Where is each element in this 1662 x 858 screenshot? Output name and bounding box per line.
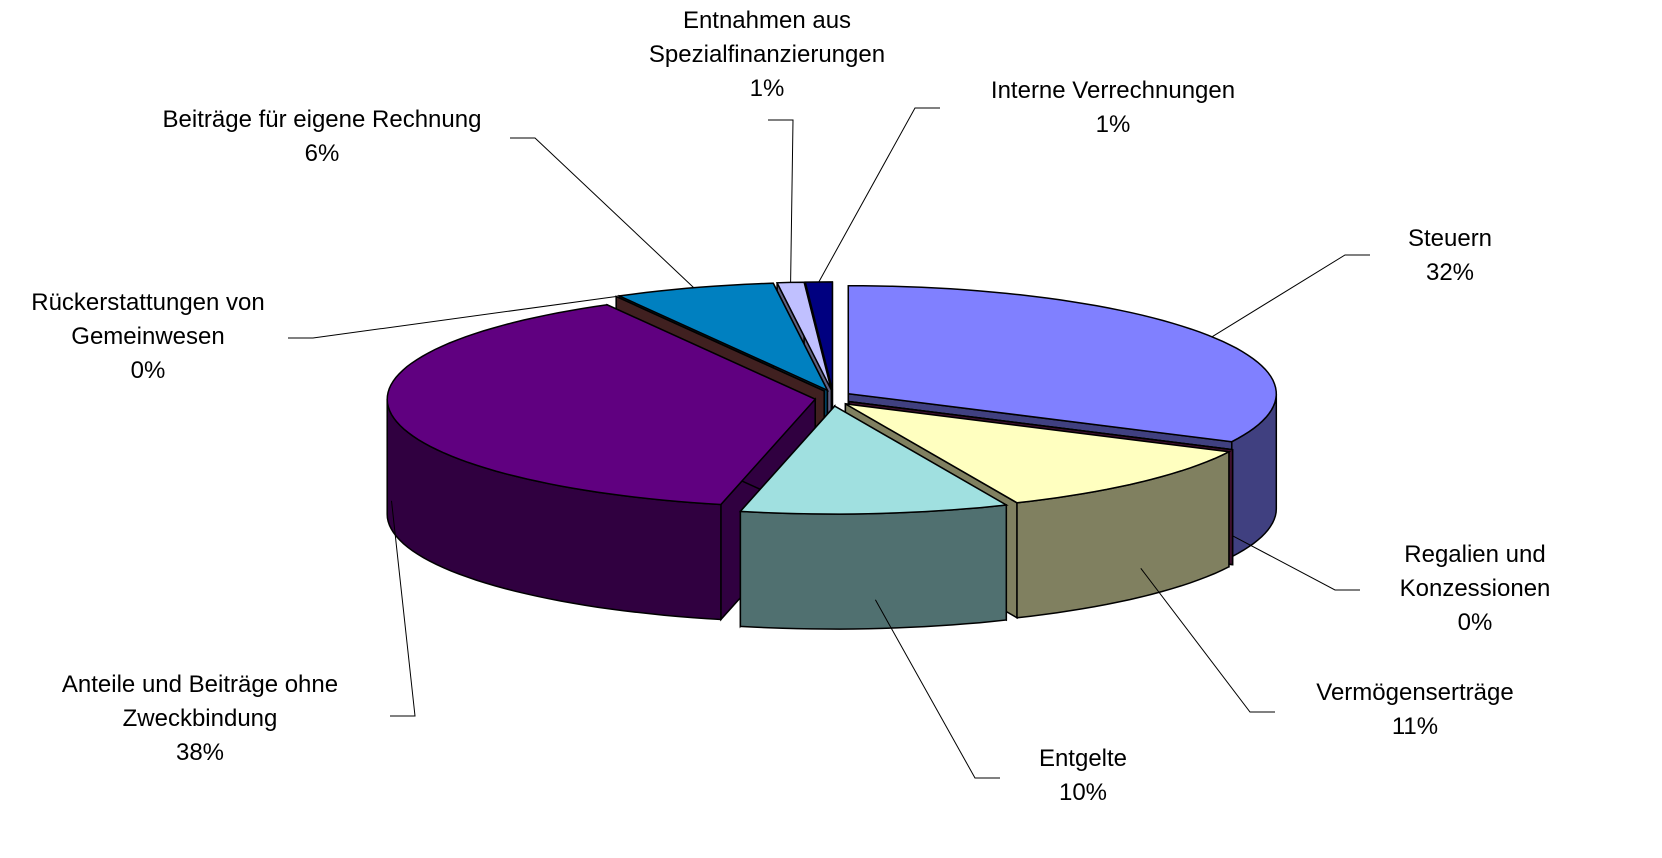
slice — [738, 404, 1009, 630]
leader-line — [1211, 254, 1370, 338]
leader-line — [818, 107, 940, 283]
label-value: 10% — [1058, 779, 1108, 806]
label-value: 6% — [304, 140, 340, 167]
label-name: Beiträge für eigene Rechnung — [162, 106, 482, 133]
slice-label: Entnahmen aus Spezialfinanzierungen 1% — [617, 4, 917, 106]
label-name: Entgelte — [1038, 745, 1128, 772]
slice-side — [739, 504, 1008, 630]
leader-line — [390, 500, 416, 717]
label-value: 0% — [1457, 609, 1493, 636]
label-name: Interne Verrechnungen — [990, 77, 1236, 104]
leader-line — [288, 296, 617, 339]
slice-label: Anteile und Beiträge ohne Zweckbindung 38… — [20, 668, 380, 770]
slice-top — [849, 400, 1233, 451]
slice-top — [616, 282, 830, 392]
label-name: Entnahmen aus Spezialfinanzierungen — [648, 7, 886, 68]
slice-top — [738, 405, 1009, 515]
slice-label: Regalien und Konzessionen 0% — [1375, 538, 1575, 640]
slice-top — [386, 304, 817, 506]
slice-label: Steuern 32% — [1350, 222, 1550, 290]
slice-label: Interne Verrechnungen 1% — [953, 74, 1273, 142]
slice-label: Rückerstattungen von Gemeinwesen 0% — [3, 286, 293, 388]
label-value: 0% — [130, 357, 166, 384]
slice-label: Vermögenserträge 11% — [1275, 676, 1555, 744]
label-value: 1% — [1095, 111, 1131, 138]
label-value: 1% — [749, 75, 785, 102]
leader-line — [510, 137, 695, 289]
label-value: 32% — [1425, 259, 1475, 286]
label-name: Steuern — [1407, 225, 1493, 252]
slice-top — [845, 403, 1232, 504]
leader-line — [1140, 567, 1275, 713]
label-name: Rückerstattungen von Gemeinwesen — [31, 289, 265, 350]
label-name: Anteile und Beiträge ohne Zweckbindung — [61, 671, 339, 732]
slice-top — [847, 284, 1278, 443]
leader-line — [1232, 535, 1360, 591]
leader-line — [874, 599, 1000, 779]
label-value: 11% — [1391, 713, 1439, 740]
slice-label: Entgelte 10% — [1003, 742, 1163, 810]
label-value: 38% — [175, 739, 225, 766]
leader-line — [768, 119, 794, 283]
slice-label: Beiträge für eigene Rechnung 6% — [112, 103, 532, 171]
label-name: Vermögenserträge — [1316, 679, 1514, 706]
label-name: Regalien und Konzessionen — [1399, 541, 1551, 602]
